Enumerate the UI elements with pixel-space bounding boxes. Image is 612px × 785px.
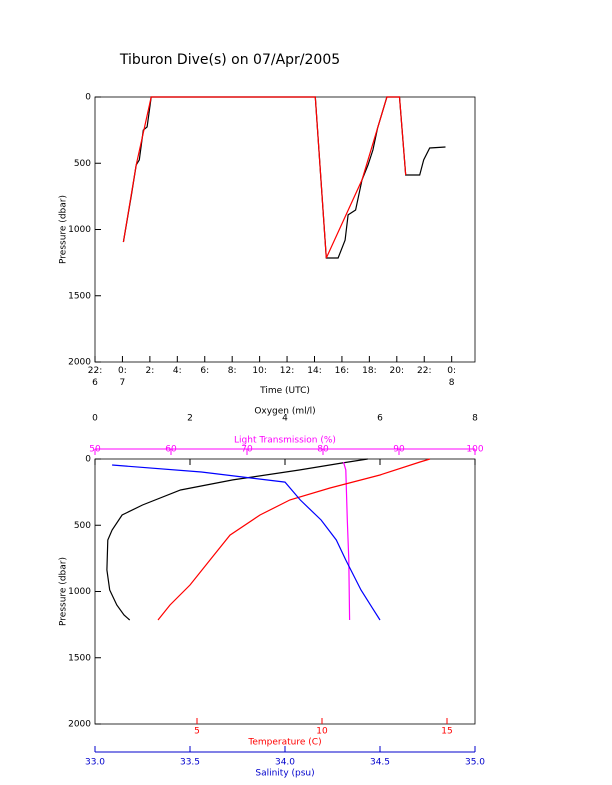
- x-tick-label: 33.5: [180, 758, 200, 768]
- x-tick-label: 8: [472, 414, 478, 424]
- x-axis-label: Salinity (psu): [255, 769, 314, 779]
- y-axis-label: Pressure (dbar): [59, 195, 69, 264]
- y-tick-label: 0: [85, 93, 91, 103]
- series-line: [157, 458, 431, 621]
- x-tick-label: 5: [194, 727, 200, 737]
- x-tick-label: 60: [165, 445, 177, 455]
- x-tick-label: 15: [441, 727, 452, 737]
- y-tick-label: 0: [85, 455, 91, 465]
- x-tick-label: 50: [89, 445, 101, 455]
- y-tick-label: 500: [74, 521, 91, 531]
- y-tick-label: 2000: [68, 720, 91, 730]
- x-tick-label: 90: [393, 445, 405, 455]
- plot-frame: [94, 458, 476, 725]
- y-tick-label: 1500: [68, 291, 91, 301]
- plot-frame: [94, 96, 476, 363]
- series-line: [122, 96, 446, 259]
- x-tick-label: 14:: [307, 366, 322, 376]
- x-tick-label: 70: [241, 445, 253, 455]
- x-tick-label: 6:: [200, 366, 210, 376]
- x-tick-label: 80: [317, 445, 329, 455]
- y-tick-label: 1500: [68, 653, 91, 663]
- x-tick-label: 33.0: [85, 758, 105, 768]
- x-tick-label: 2:: [145, 366, 155, 376]
- series-line: [106, 458, 368, 621]
- x-tick-label: 2: [187, 414, 193, 424]
- x-tick-label: 18:: [362, 366, 377, 376]
- x-tick-label: 10: [316, 727, 328, 737]
- series-line: [112, 464, 381, 621]
- x-tick-label: 12:: [279, 366, 295, 376]
- x-tick-label: 4: [282, 414, 288, 424]
- y-tick-label: 1000: [68, 587, 91, 597]
- x-axis-label: Time (UTC): [260, 386, 310, 396]
- x-axis-label: Light Transmission (%): [234, 436, 336, 446]
- x-axis-label: Oxygen (ml/l): [254, 407, 315, 417]
- x-axis-label: Temperature (C): [247, 738, 321, 748]
- x-tick-label: 20:: [389, 366, 405, 376]
- x-tick-label: 16:: [334, 366, 350, 376]
- x-tick-label: 0: [92, 414, 98, 424]
- x-tick-label: 0: 8: [447, 366, 457, 388]
- x-tick-label: 34.5: [370, 758, 390, 768]
- x-tick-label: 22: 6: [87, 366, 103, 388]
- x-tick-label: 22:: [416, 366, 432, 376]
- x-tick-label: 10:: [252, 366, 267, 376]
- x-tick-label: 4:: [172, 366, 182, 376]
- series-line: [342, 461, 351, 621]
- x-tick-label: 100: [466, 445, 483, 455]
- y-tick-label: 1000: [68, 225, 91, 235]
- y-tick-label: 2000: [68, 358, 91, 368]
- series-line: [122, 96, 407, 259]
- x-tick-label: 8:: [227, 366, 237, 376]
- chart-title: Tiburon Dive(s) on 07/Apr/2005: [119, 52, 340, 68]
- y-axis-label: Pressure (dbar): [59, 557, 69, 626]
- x-tick-label: 34.0: [275, 758, 295, 768]
- x-tick-label: 35.0: [465, 758, 485, 768]
- x-tick-label: 0: 7: [118, 366, 127, 388]
- y-tick-label: 500: [74, 159, 91, 169]
- x-tick-label: 6: [377, 414, 383, 424]
